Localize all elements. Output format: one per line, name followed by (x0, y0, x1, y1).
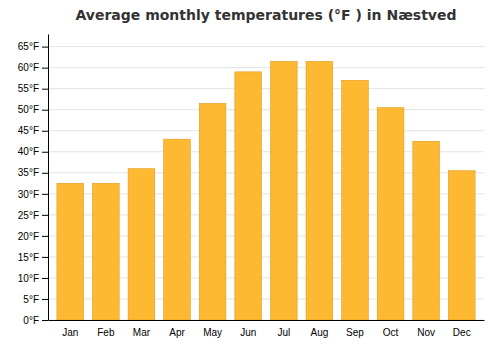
y-tick-label: 65°F (18, 41, 39, 52)
y-tick-label: 5°F (23, 294, 39, 305)
y-axis: 0°F 5°F 10°F 15°F 20°F 25°F 30°F 35°F 40°F 45°F 50… (18, 35, 49, 326)
y-tick-label: 60°F (18, 62, 39, 73)
y-tick-mark (42, 320, 48, 321)
chart: 0°F 5°F 10°F 15°F 20°F 25°F 30°F 35°F 40°F 45°F 50… (0, 0, 500, 350)
y-tick-label: 25°F (18, 210, 39, 221)
bar (92, 183, 119, 320)
y-tick: 10°F (18, 273, 48, 284)
x-tick-label: Nov (417, 327, 435, 338)
bar (199, 103, 226, 320)
bars (57, 61, 475, 320)
x-tick-label: Oct (383, 327, 399, 338)
y-tick-mark (42, 47, 48, 48)
x-tick: Feb (97, 327, 115, 338)
y-tick: 25°F (18, 210, 48, 221)
grid (48, 47, 484, 320)
grid-line (48, 46, 484, 47)
x-tick-label: Apr (169, 327, 185, 338)
y-tick-mark (42, 110, 48, 111)
y-tick-mark (42, 194, 48, 195)
x-tick-label: Feb (97, 327, 115, 338)
x-tick: Dec (453, 327, 471, 338)
y-tick-mark (42, 131, 48, 132)
x-tick-label: Aug (310, 327, 328, 338)
x-axis-line (49, 320, 485, 321)
x-tick: Jun (240, 327, 256, 338)
y-tick-label: 40°F (18, 146, 39, 157)
y-tick-label: 20°F (18, 231, 39, 242)
bar (342, 80, 369, 320)
bar (128, 169, 155, 320)
y-tick: 0°F (23, 315, 48, 326)
x-tick: May (203, 327, 222, 338)
x-tick-label: Jan (62, 327, 78, 338)
y-tick: 15°F (18, 252, 48, 263)
y-tick: 55°F (18, 83, 48, 94)
y-tick: 50°F (18, 104, 48, 115)
y-tick: 65°F (18, 41, 48, 52)
bar (57, 183, 84, 320)
y-tick-mark (42, 236, 48, 237)
x-tick-label: Dec (453, 327, 471, 338)
y-tick-label: 55°F (18, 83, 39, 94)
y-tick-label: 10°F (18, 273, 39, 284)
bar (377, 108, 404, 320)
y-tick: 45°F (18, 125, 48, 136)
y-tick: 5°F (23, 294, 48, 305)
x-tick: Jan (62, 327, 78, 338)
y-tick: 40°F (18, 146, 48, 157)
bar (306, 61, 333, 320)
y-tick-label: 45°F (18, 125, 39, 136)
y-tick-label: 50°F (18, 104, 39, 115)
y-tick: 30°F (18, 189, 48, 200)
y-tick-label: 35°F (18, 167, 39, 178)
y-tick-label: 30°F (18, 189, 39, 200)
y-tick-mark (42, 257, 48, 258)
y-tick-mark (42, 278, 48, 279)
grid-line (48, 130, 484, 131)
bar (413, 141, 440, 320)
y-tick: 35°F (18, 167, 48, 178)
x-tick: Aug (310, 327, 328, 338)
x-tick: Jul (277, 327, 290, 338)
x-tick: Apr (169, 327, 185, 338)
grid-line (48, 109, 484, 110)
y-tick-mark (42, 152, 48, 153)
y-axis-line (48, 35, 49, 321)
plot: 0°F 5°F 10°F 15°F 20°F 25°F 30°F 35°F 40°F 45°F 50… (18, 35, 485, 339)
title: Average monthly temperatures (°F ) in Næ… (75, 7, 456, 23)
x-axis: Jan Feb Mar Apr May Jun Jul Aug Sep Oct Nov Dec (49, 321, 485, 339)
y-tick: 60°F (18, 62, 48, 73)
y-tick-mark (42, 299, 48, 300)
y-tick-mark (42, 173, 48, 174)
y-tick-mark (42, 215, 48, 216)
bar (448, 171, 475, 320)
y-tick-mark (42, 89, 48, 90)
x-tick-label: Jun (240, 327, 256, 338)
bar (235, 72, 262, 320)
x-tick: Oct (383, 327, 399, 338)
grid-line (48, 67, 484, 68)
x-tick-label: Mar (133, 327, 151, 338)
x-tick: Sep (346, 327, 364, 338)
grid-line (48, 88, 484, 89)
y-tick-label: 15°F (18, 252, 39, 263)
x-tick-label: May (203, 327, 222, 338)
x-tick: Mar (133, 327, 151, 338)
x-tick-label: Sep (346, 327, 364, 338)
y-tick-label: 0°F (23, 315, 39, 326)
y-tick: 20°F (18, 231, 48, 242)
x-tick: Nov (417, 327, 435, 338)
x-tick-label: Jul (277, 327, 290, 338)
bar (270, 61, 297, 320)
y-tick-mark (42, 68, 48, 69)
bar (164, 139, 191, 320)
